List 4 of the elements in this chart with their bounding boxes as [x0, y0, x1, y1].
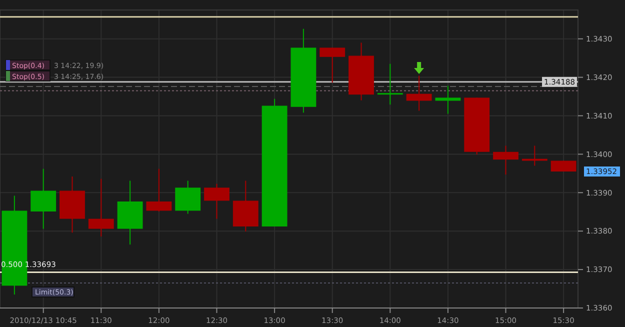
- candlestick: [406, 75, 432, 112]
- candlestick: [88, 178, 114, 237]
- candlestick: [435, 85, 461, 114]
- candlestick: [377, 63, 403, 106]
